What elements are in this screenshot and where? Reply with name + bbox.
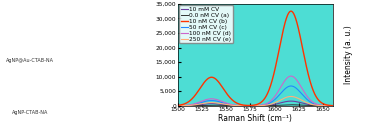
50 nM CV (c) [311,103,315,104]
Text: AgNP-CTAB-NA: AgNP-CTAB-NA [12,110,48,115]
Line: 50 nM CV (c): 50 nM CV (c) [178,86,333,106]
10 nM CV (b) [330,105,335,106]
10 nM CV (b) [242,104,246,106]
50 nM CV (c) [327,105,332,107]
10 nM CV (b) [202,81,207,83]
Line: 10 nM CV (b): 10 nM CV (b) [178,11,333,106]
10 mM CV [242,105,246,107]
100 nM CV (d) [327,105,332,107]
10 mM CV [327,105,332,107]
10 mM CV [289,100,293,102]
0.0 nM CV (a) [242,105,246,107]
50 nM CV (c) [193,103,198,105]
Text: AgNP@Au-CTAB-NA: AgNP@Au-CTAB-NA [6,58,54,63]
100 nM CV (d) [175,105,180,107]
Legend: 10 mM CV, 0.0 nM CV (a), 10 nM CV (b), 50 nM CV (c), 100 nM CV (d), 250 nM CV (e: 10 mM CV, 0.0 nM CV (a), 10 nM CV (b), 5… [179,5,233,43]
Line: 100 nM CV (d): 100 nM CV (d) [178,76,333,106]
50 nM CV (c) [202,101,207,102]
50 nM CV (c) [289,85,293,87]
10 mM CV [175,105,180,107]
0.0 nM CV (a) [202,104,207,106]
Line: 0.0 nM CV (a): 0.0 nM CV (a) [178,105,333,106]
0.0 nM CV (a) [175,105,180,107]
10 nM CV (b) [289,10,293,12]
10 mM CV [311,104,315,106]
0.0 nM CV (a) [289,104,293,106]
10 nM CV (b) [327,105,332,106]
250 nM CV (e) [330,105,335,107]
250 nM CV (e) [175,105,180,107]
10 nM CV (b) [235,102,239,104]
50 nM CV (c) [175,105,180,107]
100 nM CV (d) [235,105,239,106]
10 nM CV (b) [311,89,315,91]
100 nM CV (d) [289,75,293,77]
250 nM CV (e) [311,104,315,105]
Line: 10 mM CV: 10 mM CV [178,101,333,106]
250 nM CV (e) [327,105,332,107]
0.0 nM CV (a) [330,105,335,107]
250 nM CV (e) [202,102,207,104]
50 nM CV (c) [242,105,246,107]
100 nM CV (d) [202,99,207,101]
250 nM CV (e) [289,96,293,97]
0.0 nM CV (a) [311,105,315,106]
10 mM CV [330,105,335,107]
250 nM CV (e) [193,104,198,106]
10 mM CV [193,104,198,106]
50 nM CV (c) [235,105,239,106]
0.0 nM CV (a) [193,105,198,106]
10 mM CV [202,103,207,105]
250 nM CV (e) [235,105,239,106]
10 nM CV (b) [175,105,180,106]
100 nM CV (d) [330,105,335,107]
0.0 nM CV (a) [235,105,239,107]
0.0 nM CV (a) [327,105,332,107]
X-axis label: Raman Shift (cm⁻¹): Raman Shift (cm⁻¹) [218,114,292,123]
250 nM CV (e) [242,105,246,107]
100 nM CV (d) [311,101,315,103]
100 nM CV (d) [193,103,198,104]
10 nM CV (b) [193,94,198,96]
Text: Intensity (a. u.): Intensity (a. u.) [344,25,353,84]
10 mM CV [235,105,239,106]
Line: 250 nM CV (e): 250 nM CV (e) [178,96,333,106]
50 nM CV (c) [330,105,335,107]
100 nM CV (d) [242,105,246,106]
